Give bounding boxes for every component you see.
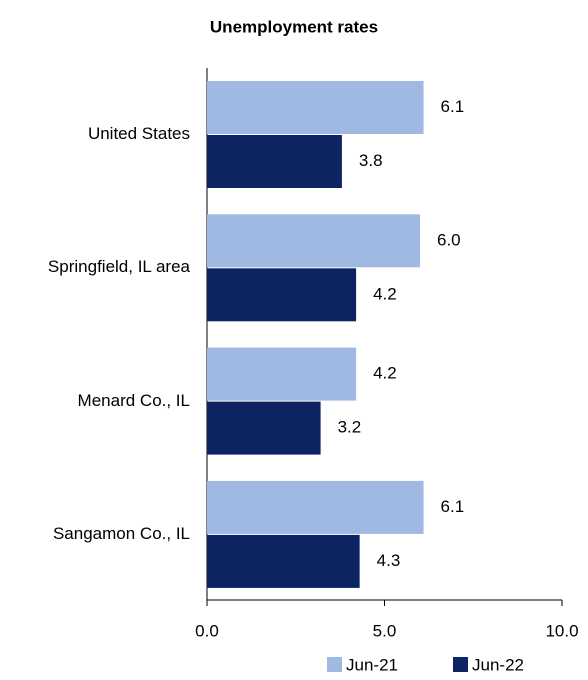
category-text: Sangamon Co., IL — [52, 523, 190, 543]
value-label: 4.2 — [373, 364, 397, 383]
value-label: 6.0 — [437, 230, 461, 249]
bar — [207, 401, 321, 455]
bar — [207, 534, 360, 588]
value-label: 4.2 — [373, 284, 397, 303]
value-label: 4.3 — [377, 551, 401, 570]
y-tick-label: Springfield, IL area — [48, 227, 190, 307]
value-label: 3.8 — [359, 151, 383, 170]
legend-swatch — [327, 657, 342, 672]
x-tick-label: 5.0 — [373, 621, 397, 640]
y-tick-label: Menard Co., IL — [78, 361, 190, 441]
bar — [207, 81, 424, 134]
legend-swatch — [453, 657, 468, 672]
value-label: 6.1 — [441, 97, 465, 116]
bar — [207, 135, 342, 188]
chart-title: Unemployment rates — [210, 17, 378, 36]
bar — [207, 347, 357, 401]
y-tick-label: United States — [88, 94, 190, 174]
legend-label: Jun-22 — [472, 655, 524, 674]
category-text: United States — [87, 124, 190, 143]
category-text: Springfield, IL area — [47, 257, 190, 277]
legend-label: Jun-21 — [346, 655, 398, 674]
x-tick-label: 10.0 — [545, 621, 578, 640]
y-tick-label: Sangamon Co., IL — [53, 494, 190, 574]
bar — [207, 268, 357, 322]
value-label: 6.1 — [441, 497, 465, 516]
bar — [207, 214, 420, 268]
value-label: 3.2 — [338, 418, 362, 437]
bar — [207, 480, 424, 534]
x-tick-label: 0.0 — [195, 621, 219, 640]
category-text: Menard Co., IL — [77, 390, 190, 410]
